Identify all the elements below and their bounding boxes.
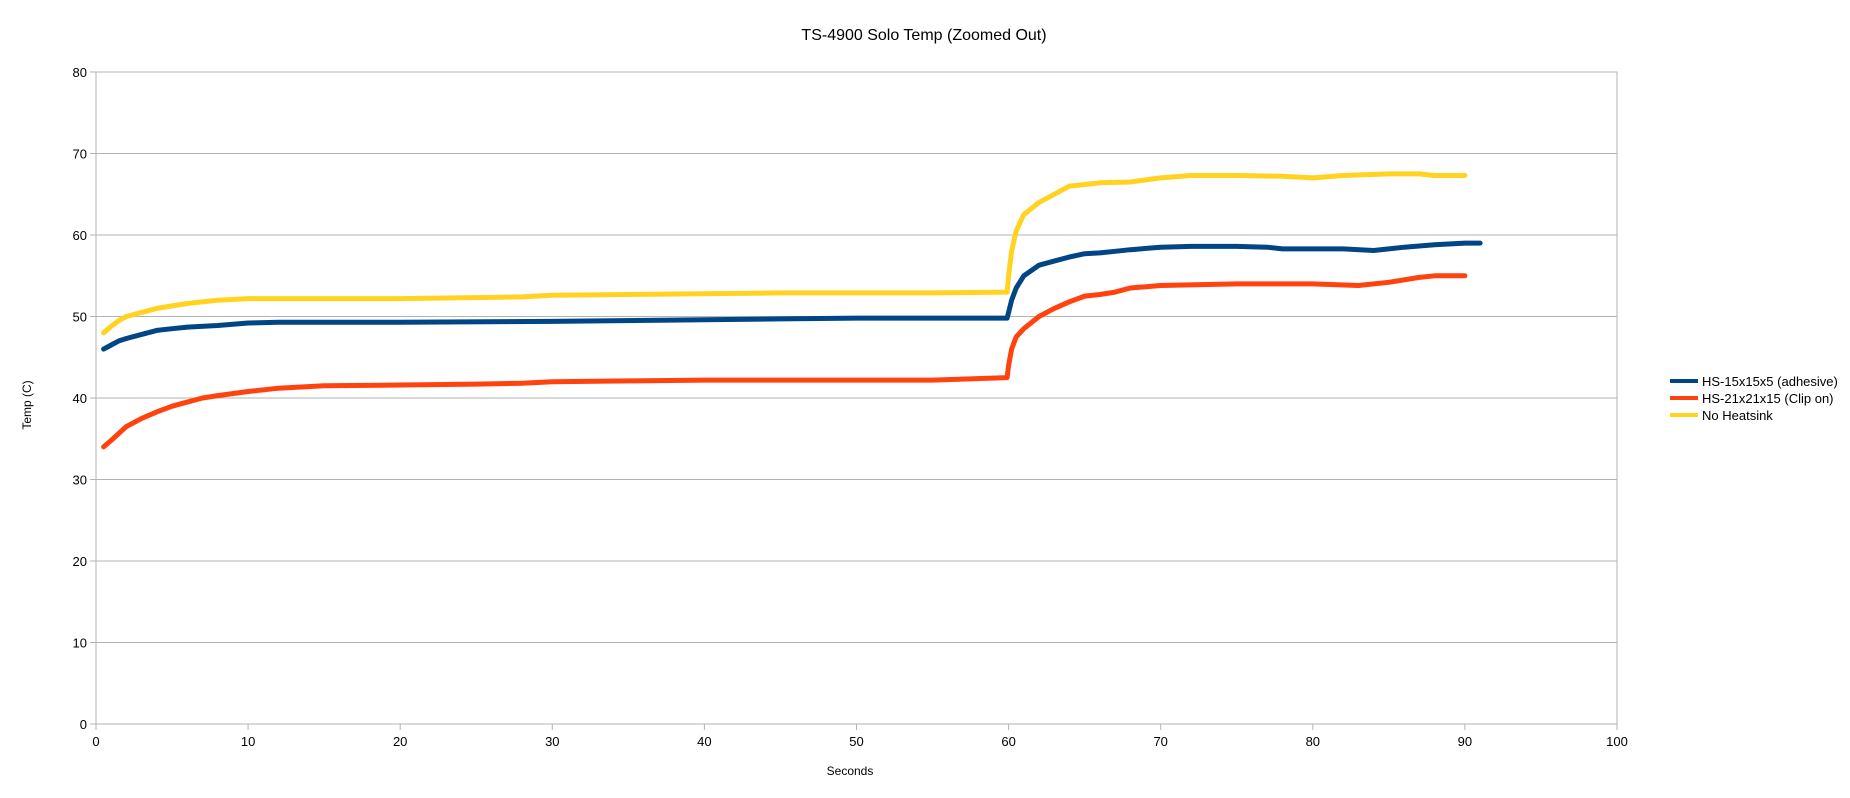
x-tick-label: 50 — [849, 734, 863, 749]
series-lines — [101, 171, 1483, 450]
series-line-1 — [101, 240, 1483, 352]
y-tick-label: 80 — [73, 65, 87, 80]
x-tick-label: 0 — [92, 734, 99, 749]
chart-title: TS-4900 Solo Temp (Zoomed Out) — [801, 27, 1046, 44]
x-tick-label: 90 — [1458, 734, 1472, 749]
x-tick-label: 10 — [241, 734, 255, 749]
legend-label-3: No Heatsink — [1702, 408, 1773, 423]
x-tick-label: 70 — [1153, 734, 1167, 749]
y-tick-label: 30 — [73, 473, 87, 488]
y-tick-label: 70 — [73, 147, 87, 162]
y-tick-label: 20 — [73, 554, 87, 569]
x-axis-title: Seconds — [827, 764, 874, 778]
legend-label-1: HS-15x15x5 (adhesive) — [1702, 374, 1838, 389]
x-tick-label: 60 — [1001, 734, 1015, 749]
axes: 0 10 20 30 40 50 60 70 80 0 10 20 30 40 50 60 70 80 90 100 — [73, 65, 1628, 749]
x-tick-label: 30 — [545, 734, 559, 749]
y-tick-label: 0 — [80, 717, 87, 732]
legend-label-2: HS-21x21x15 (Clip on) — [1702, 391, 1834, 406]
x-tick-label: 20 — [393, 734, 407, 749]
legend: HS-15x15x5 (adhesive) HS-21x21x15 (Clip o… — [1670, 374, 1838, 423]
series-line-2 — [101, 273, 1468, 450]
gridlines — [95, 71, 1618, 725]
x-tick-label: 80 — [1306, 734, 1320, 749]
y-tick-label: 10 — [73, 636, 87, 651]
y-axis-title: Temp (C) — [20, 380, 34, 429]
series-line-3 — [101, 171, 1468, 336]
y-tick-label: 50 — [73, 310, 87, 325]
x-tick-label: 100 — [1606, 734, 1628, 749]
y-tick-label: 60 — [73, 228, 87, 243]
x-tick-label: 40 — [697, 734, 711, 749]
y-tick-label: 40 — [73, 391, 87, 406]
